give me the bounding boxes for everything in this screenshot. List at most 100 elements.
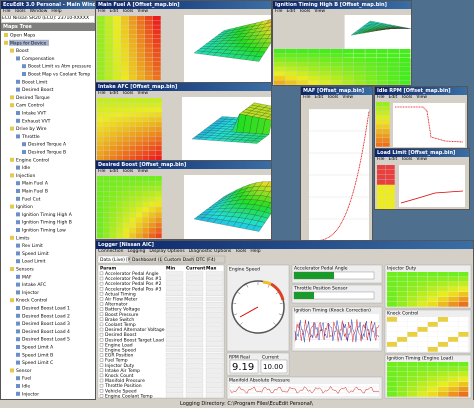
checkbox[interactable] (99, 292, 104, 296)
tree-item[interactable]: Sensor (16, 368, 32, 374)
checkbox[interactable] (99, 317, 104, 321)
tree-item[interactable]: Injector (22, 290, 39, 296)
tree-item[interactable]: Ignition Timing Low (22, 228, 66, 234)
tree-item[interactable]: MAF (22, 274, 32, 280)
tree-item[interactable]: Idle (22, 165, 30, 171)
menu-item[interactable]: File (377, 95, 385, 100)
tree-item[interactable]: Cam Control (16, 103, 44, 109)
tree-item[interactable]: Ignition (16, 204, 33, 210)
tree-item[interactable]: Load Limit (22, 259, 46, 265)
tree-item[interactable]: Sensors (16, 267, 34, 273)
checkbox[interactable] (99, 307, 104, 311)
tree-item[interactable]: Injection (16, 173, 35, 179)
menu-item[interactable]: File (303, 95, 311, 100)
menu-item[interactable]: Edit (109, 9, 119, 14)
tree-item[interactable]: Limits (16, 235, 30, 241)
menu-item[interactable]: Tools (122, 91, 134, 96)
menu-item[interactable]: Display Options (149, 249, 185, 254)
checkbox[interactable] (99, 348, 104, 352)
menu-item[interactable]: View (137, 91, 149, 96)
menu-item[interactable]: View (137, 169, 149, 174)
menu-item[interactable]: Tools (299, 9, 311, 14)
tree-item[interactable]: Rev Limit (22, 243, 43, 249)
tree-item[interactable]: Desired Boost Load 2 (22, 313, 70, 319)
checkbox[interactable] (99, 322, 104, 327)
checkbox[interactable] (99, 312, 104, 316)
menu-item[interactable]: View (416, 157, 428, 162)
checkbox[interactable] (99, 358, 104, 362)
tree-item[interactable]: Desired Torque (16, 95, 50, 101)
checkbox[interactable] (99, 368, 104, 372)
menu-item[interactable]: File (98, 91, 106, 96)
tree-item[interactable]: Ignition Timing High A (22, 212, 73, 218)
tree-item[interactable]: Ignition Timing High B (22, 220, 72, 226)
menu-item[interactable]: Tools (327, 95, 339, 100)
tree-item[interactable]: Desired Boost Load 1 (22, 306, 70, 312)
menu-item[interactable]: Edit (388, 157, 398, 162)
menu-item[interactable]: Tools (401, 95, 413, 100)
menu-item[interactable]: View (137, 9, 149, 14)
menu-item[interactable]: File (275, 9, 283, 14)
menu-item[interactable]: File (377, 157, 385, 162)
menu-item[interactable]: Connection (98, 249, 124, 254)
tab-label[interactable]: Data (Live) [Nissan] (100, 257, 145, 263)
tree-item[interactable]: Desired Boost Load 4 (22, 329, 70, 335)
checkbox[interactable] (99, 297, 104, 301)
menu-item[interactable]: File (98, 169, 106, 174)
menu-item[interactable]: Help (51, 9, 62, 14)
menu-item[interactable]: View (416, 95, 428, 100)
tree-item[interactable]: Fuel Cut (22, 196, 41, 202)
tab-label[interactable]: DTC (F4) (196, 257, 216, 263)
checkbox[interactable] (99, 338, 104, 342)
tree-item[interactable]: Speed Limit (22, 251, 49, 257)
tree-item[interactable]: Boost Limit vs Atm pressure (28, 64, 91, 70)
checkbox[interactable] (99, 332, 104, 337)
tree-item[interactable]: Knock Control (16, 298, 47, 304)
menu-item[interactable]: Edit (388, 95, 398, 100)
tree-item[interactable]: Main Fuel A (22, 181, 49, 187)
tree-item[interactable]: Exhaust VVT (22, 118, 51, 124)
tab-label[interactable]: Dashboard (Live) (132, 257, 171, 263)
checkbox[interactable] (99, 389, 104, 393)
menu-item[interactable]: Tools (235, 249, 247, 254)
checkbox[interactable] (99, 276, 104, 281)
menu-item[interactable]: Edit (286, 9, 296, 14)
menu-item[interactable]: Window (29, 9, 48, 14)
tree-item[interactable]: Boost Limit (22, 79, 48, 85)
tab-label[interactable]: Custom Dash (Live) (164, 257, 208, 263)
tree-item[interactable]: Open Maps (10, 33, 36, 39)
tree-item[interactable]: Desired Boost Load 3 (22, 321, 70, 327)
menu-item[interactable]: Tools (14, 9, 26, 14)
tree-item[interactable]: Fuel (22, 376, 31, 382)
tree-item[interactable]: Desired Torque B (28, 150, 66, 156)
tree-item[interactable]: Main Fuel B (22, 189, 48, 195)
tree-item[interactable]: Intake AFC (22, 282, 46, 288)
checkbox[interactable] (99, 383, 104, 388)
tree-item[interactable]: Speed Limit B (22, 352, 53, 358)
menu-item[interactable]: Edit (109, 169, 119, 174)
checkbox[interactable] (99, 271, 104, 276)
tree-item[interactable]: Boost (16, 48, 29, 54)
checkbox[interactable] (99, 353, 104, 357)
tree-item[interactable]: Desired Boost Load 5 (22, 337, 70, 343)
tree-item[interactable]: Idle (22, 384, 30, 390)
menu-item[interactable]: Tools (122, 9, 134, 14)
tree-item[interactable]: Boost Map vs Coolant Temp (28, 72, 90, 78)
tree-item[interactable]: Speed Limit A (22, 345, 54, 351)
tree-item[interactable]: Intake VVT (22, 111, 47, 117)
tree-item[interactable]: Throttle (21, 134, 40, 140)
tree-item[interactable]: Compensation (22, 56, 55, 62)
menu-item[interactable]: View (342, 95, 354, 100)
tree-item[interactable]: Desired Boost (22, 87, 54, 93)
menu-item[interactable]: View (314, 9, 326, 14)
menu-item[interactable]: Tools (122, 169, 134, 174)
checkbox[interactable] (99, 343, 104, 347)
checkbox[interactable] (99, 373, 104, 378)
checkbox[interactable] (99, 394, 104, 398)
menu-item[interactable]: Edit (109, 91, 119, 96)
checkbox[interactable] (99, 327, 104, 332)
checkbox[interactable] (99, 378, 104, 383)
tree-item[interactable]: Desired Torque A (28, 142, 67, 148)
tree-item[interactable]: Engine Control (16, 157, 49, 163)
checkbox[interactable] (99, 363, 104, 367)
